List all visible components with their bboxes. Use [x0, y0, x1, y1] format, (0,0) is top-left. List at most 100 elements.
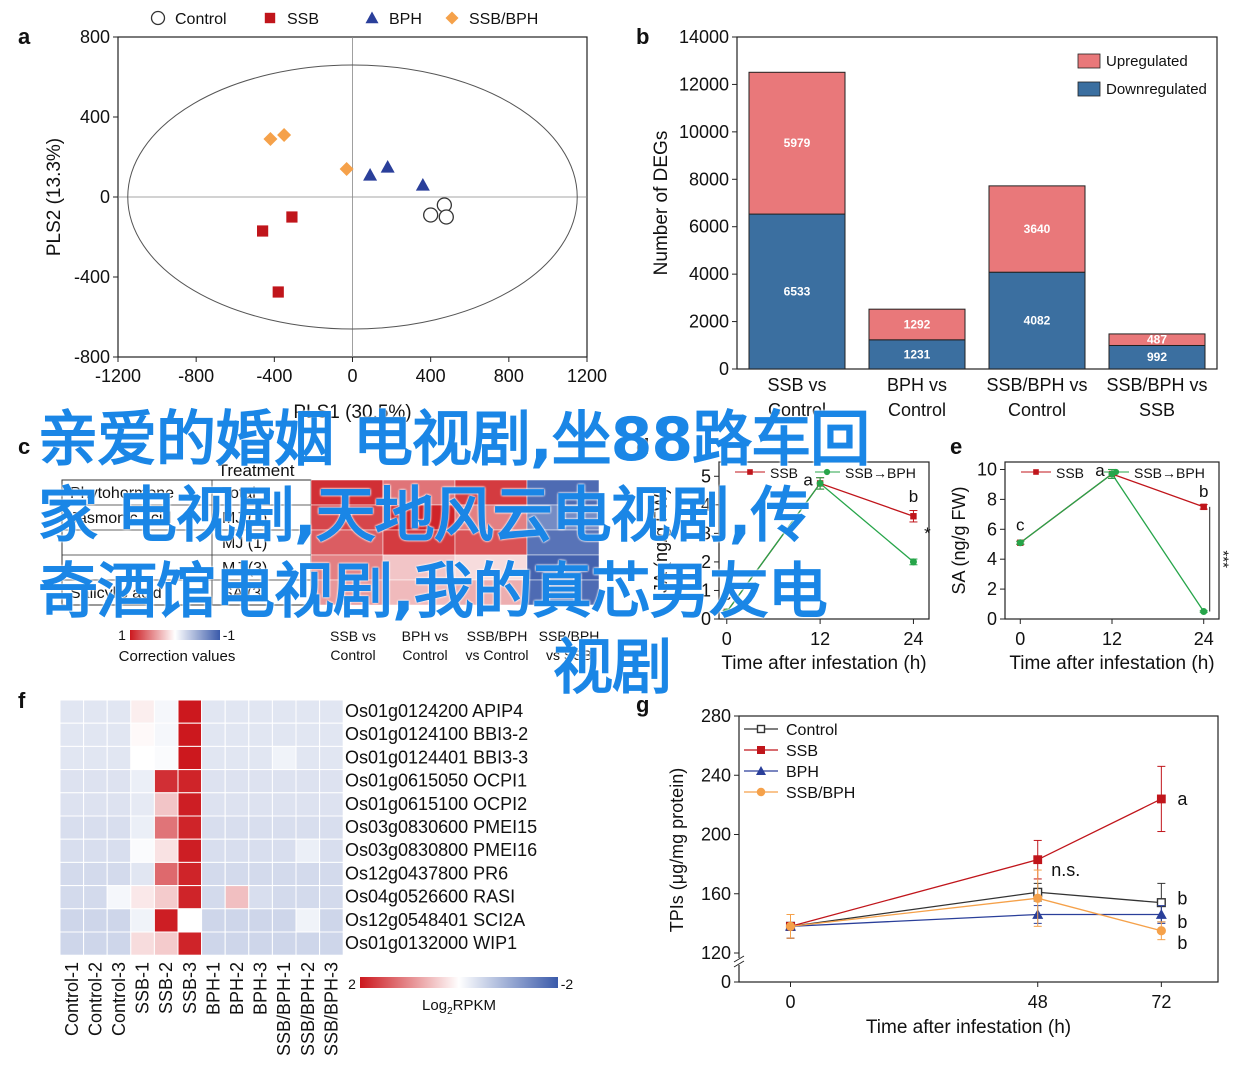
panel-d-point	[723, 608, 731, 616]
panel-c-heat-cell	[454, 554, 528, 581]
panel-f-heat-cell	[130, 792, 155, 817]
panel-a-xtick-label: 800	[494, 366, 524, 386]
panel-f-heat-cell	[177, 815, 203, 840]
panel-c-column-label: SSB/BPH	[539, 628, 600, 644]
panel-a-xtick-label: 400	[416, 366, 446, 386]
panel-f-heat-cell	[83, 815, 108, 840]
panel-g-legend-marker	[756, 724, 766, 734]
panel-f-heat-cell	[201, 815, 226, 840]
panel-f-heat-cell	[201, 699, 226, 724]
panel-f-heat-cell	[83, 885, 108, 910]
panel-b-category-label: Control	[768, 400, 826, 420]
panel-c-level-label: MJ (1)	[222, 510, 267, 527]
panel-f-heat-cell	[177, 745, 203, 771]
panel-c-column-label: SSB vs	[330, 628, 376, 644]
panel-g-point	[1155, 908, 1167, 919]
panel-e-legend-marker	[1112, 468, 1120, 476]
panel-f-heat-cell	[224, 722, 250, 747]
panel-b-bar-downregulated	[988, 271, 1086, 370]
panel-label-a: a	[18, 24, 31, 49]
panel-b-ytick-label: 6000	[689, 217, 729, 237]
panel-f-column-label: SSB/BPH-2	[298, 962, 318, 1056]
panel-g-point	[1156, 926, 1166, 936]
panel-f-heat-cell	[59, 769, 85, 794]
panel-e-xtick-label: 12	[1102, 629, 1122, 649]
panel-f-heat-cell	[177, 908, 203, 933]
panel-c-heat-cell	[382, 529, 456, 556]
panel-f-heat-cell	[177, 861, 203, 887]
panel-a-legend-marker	[150, 10, 166, 26]
panel-c-level-label: Total	[222, 485, 256, 502]
panel-f-heat-cell	[271, 745, 297, 771]
panel-g-annotation: b	[1177, 933, 1187, 953]
panel-a-xtick-label: -1200	[95, 366, 141, 386]
panel-b-ytick-label: 10000	[679, 122, 729, 142]
panel-c-pathway-label: Salicylic acid	[70, 585, 162, 602]
panel-d-legend-marker	[747, 469, 753, 475]
panel-c-column-label: vs SSB	[546, 647, 592, 663]
panel-f-heat-cell	[271, 815, 297, 840]
panel-c-heat-cell	[382, 504, 456, 531]
panel-f-heat-cell	[106, 769, 132, 794]
panel-b-bar-label-down: 992	[1147, 350, 1167, 364]
panel-f-gene-label: Os12g0548401 SCI2A	[345, 910, 525, 930]
panel-g-legend-label: Control	[786, 722, 838, 739]
panel-c-heat-cell	[526, 479, 600, 506]
panel-f-heat-cell	[248, 815, 273, 840]
panel-f-heat-cell	[177, 722, 203, 747]
panel-d-xlabel: Time after infestation (h)	[721, 653, 926, 674]
panel-f-heat-cell	[130, 722, 155, 747]
panel-f-heat-cell	[201, 745, 226, 771]
panel-f-scale-label-suffix: RPKM	[453, 997, 496, 1014]
panel-f-heat-cell	[224, 838, 250, 863]
panel-g-legend-label: SSB	[786, 743, 818, 760]
panel-f-heat-cell	[201, 931, 226, 956]
panel-f-heat-cell	[295, 699, 321, 724]
panel-b-legend-up-swatch	[1077, 53, 1101, 69]
panel-f-gene-label: Os03g0830600 PMEI15	[345, 817, 537, 837]
panel-f-heat-cell	[83, 861, 108, 887]
panel-e-plot-frame	[1004, 461, 1220, 620]
panel-f-heat-cell	[248, 908, 273, 933]
panel-label-c: c	[18, 434, 30, 459]
panel-b-bar-label-down: 6533	[784, 285, 811, 299]
panel-f-heat-cell	[295, 745, 321, 771]
panel-g-legend-marker	[756, 787, 766, 797]
panel-f-heat-cell	[106, 699, 132, 724]
panel-f-heat-cell	[224, 745, 250, 771]
panel-f-heat-cell	[177, 699, 203, 724]
panel-d-point	[816, 479, 824, 487]
panel-label-e: e	[950, 434, 962, 459]
panel-e-point	[1200, 503, 1207, 511]
panel-a-legend-label: Control	[175, 11, 227, 28]
panel-f-heat-cell	[271, 792, 297, 817]
panel-c-heat-cell	[454, 504, 528, 531]
panel-f-heat-cell	[271, 861, 297, 887]
panel-d-annotation: c	[723, 585, 732, 604]
panel-g-point	[1156, 794, 1166, 804]
panel-d-plot-frame	[718, 461, 930, 620]
panel-g-xlabel: Time after infestation (h)	[866, 1017, 1071, 1038]
panel-a-point-control	[423, 207, 439, 223]
panel-f-column-label: SSB/BPH-3	[321, 962, 341, 1056]
panel-b-category-label: BPH vs	[887, 375, 947, 395]
panel-f-heat-cell	[83, 745, 108, 771]
panel-f-heat-cell	[83, 908, 108, 933]
panel-c-heat-cell	[310, 579, 384, 606]
panel-d-ytick-label: 0	[701, 609, 711, 629]
panel-f-gene-label: Os01g0124401 BBI3-3	[345, 747, 528, 767]
panel-a-ytick-label: -400	[74, 267, 110, 287]
panel-f-heat-cell	[295, 931, 321, 956]
panel-c-column-label: Control	[330, 647, 375, 663]
panel-g-axis-break-mark	[733, 955, 745, 963]
panel-f-column-label: Control-1	[62, 962, 82, 1036]
panel-c-heat-cell	[382, 479, 456, 506]
panel-b-bar-label-up: 487	[1147, 333, 1167, 347]
panel-b-category-label: SSB	[1139, 400, 1175, 420]
panel-a-legend-marker	[264, 12, 276, 24]
panel-f-heat-cell	[59, 885, 85, 910]
panel-f-heat-cell	[295, 885, 321, 910]
panel-f-heat-cell	[106, 931, 132, 956]
panel-f-heat-cell	[59, 699, 85, 724]
panel-d-ylabel: JA (ng/g FW)	[651, 488, 671, 593]
